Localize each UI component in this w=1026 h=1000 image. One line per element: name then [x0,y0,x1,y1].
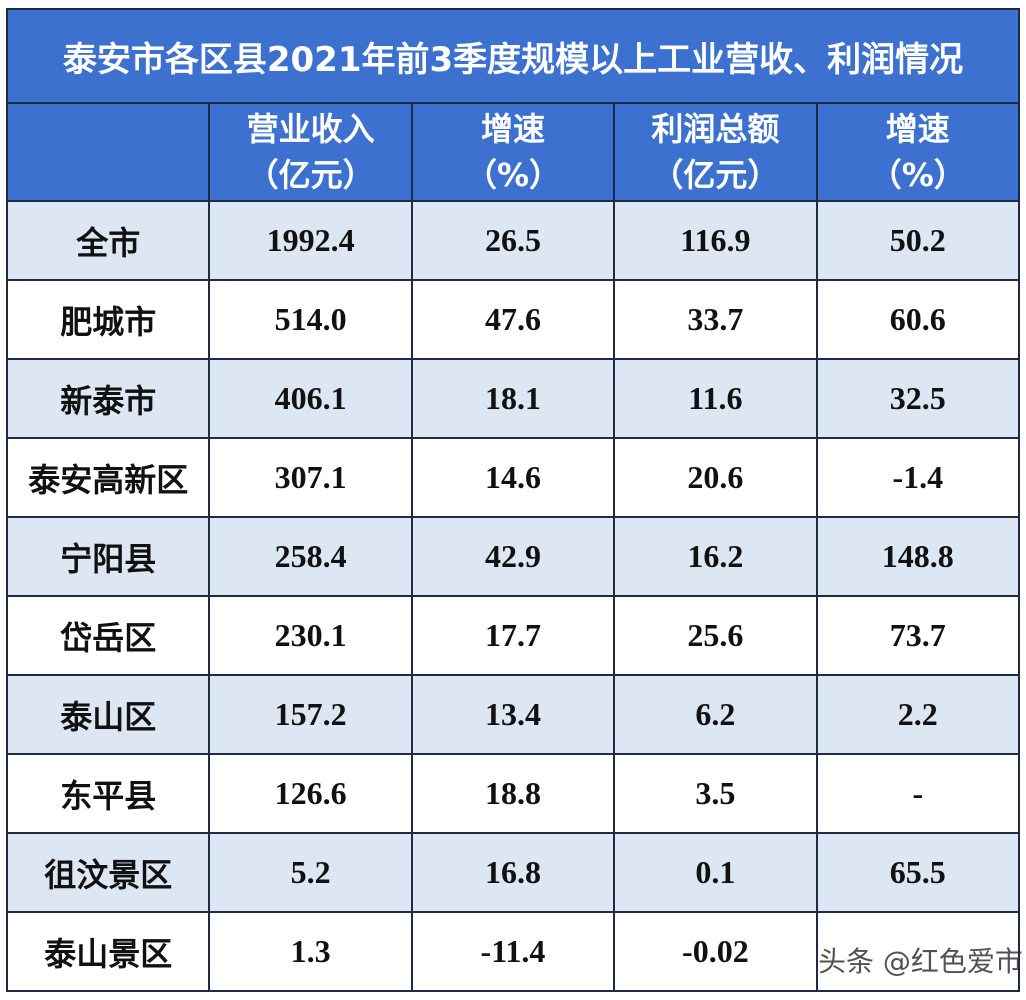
column-header: 增速 （%） [815,102,1021,202]
column-label: 利润总额 [651,110,780,148]
column-header: 营业收入 （亿元） [208,102,413,202]
column-unit: （亿元） [246,156,375,194]
table-cell: 406.1 [208,358,413,439]
region-name: 宁阳县 [5,516,211,597]
table-cell: 0.1 [613,832,818,913]
table-cell: -1.4 [815,437,1021,518]
table-title: 泰安市各区县2021年前3季度规模以上工业营收、利润情况 [6,8,1020,104]
watermark: 头条 @红色爱市 [818,945,1023,978]
table-cell: 60.6 [815,279,1021,360]
table-cell: 148.8 [815,516,1021,597]
column-header [5,102,211,202]
table-cell: 16.8 [410,832,616,913]
table-row: 肥城市 514.0 47.6 33.7 60.6 [5,279,1021,360]
table-cell: 157.2 [208,674,413,755]
table-cell: 6.2 [613,674,818,755]
table-cell: 1992.4 [208,200,413,281]
table-row: 新泰市 406.1 18.1 11.6 32.5 [5,358,1021,439]
table-cell: 16.2 [613,516,818,597]
table-row: 东平县 126.6 18.8 3.5- [5,753,1021,834]
table-row: 泰山区 157.2 13.4 6.2 2.2 [5,674,1021,755]
table-cell: - [815,753,1021,834]
table-row: 泰山景区 1.3 -11.4 -0.02 [5,911,1021,992]
table-cell: 1.3 [208,911,413,992]
table-cell: 258.4 [208,516,413,597]
region-name: 东平县 [5,753,211,834]
table-cell: 32.5 [815,358,1021,439]
table-cell: 514.0 [208,279,413,360]
table-row: 岱岳区 230.1 17.7 25.6 73.7 [5,595,1021,676]
table-cell: 14.6 [410,437,616,518]
table-cell [815,911,1021,992]
table-cell: 13.4 [410,674,616,755]
table-cell: 65.5 [815,832,1021,913]
table-cell: -11.4 [410,911,616,992]
table-cell: 20.6 [613,437,818,518]
table-cell: 2.2 [815,674,1021,755]
region-name: 徂汶景区 [5,832,211,913]
region-name: 岱岳区 [5,595,211,676]
table-cell: 17.7 [410,595,616,676]
table-cell: 25.6 [613,595,818,676]
table-cell: 47.6 [410,279,616,360]
table-cell: 18.1 [410,358,616,439]
region-name: 肥城市 [5,279,211,360]
table-cell: 11.6 [613,358,818,439]
column-label: 增速 [480,110,545,148]
table-cell: 42.9 [410,516,616,597]
column-unit: （%） [464,156,562,194]
table-row: 宁阳县 258.4 42.9 16.2 148.8 [5,516,1021,597]
table-cell: 5.2 [208,832,413,913]
table-cell: 26.5 [410,200,616,281]
table-cell: 50.2 [815,200,1021,281]
table-cell: 3.5 [613,753,818,834]
region-name: 全市 [5,200,211,281]
table-row: 全市 1992.4 26.5 116.9 50.2 [5,200,1021,281]
column-label: 增速 [885,110,950,148]
header-row: 营业收入 （亿元） 增速 （%） 利润总额 （亿元） 增速 （%） [5,102,1021,202]
region-name: 新泰市 [5,358,211,439]
column-header: 增速 （%） [410,102,616,202]
data-table: 泰安市各区县2021年前3季度规模以上工业营收、利润情况 营业收入 （亿元） 增速 （… [5,8,1021,992]
table-cell: 18.8 [410,753,616,834]
table-cell: 126.6 [208,753,413,834]
table-cell: 307.1 [208,437,413,518]
table-cell: 73.7 [815,595,1021,676]
column-header: 利润总额 （亿元） [613,102,818,202]
table-row: 泰安高新区 307.1 14.6 20.6 -1.4 [5,437,1021,518]
column-label: 营业收入 [246,110,375,148]
column-unit: （%） [869,156,966,194]
table-cell: 116.9 [613,200,818,281]
column-unit: （亿元） [651,156,780,194]
region-name: 泰安高新区 [5,437,211,518]
table-cell: 230.1 [208,595,413,676]
region-name: 泰山区 [5,674,211,755]
table-cell: -0.02 [613,911,818,992]
region-name: 泰山景区 [5,911,211,992]
table-cell: 33.7 [613,279,818,360]
table-row: 徂汶景区 5.2 16.8 0.1 65.5 [5,832,1021,913]
table-body: 全市 1992.4 26.5 116.9 50.2 肥城市 514.0 47.6 33.7 60.… [5,200,1021,992]
